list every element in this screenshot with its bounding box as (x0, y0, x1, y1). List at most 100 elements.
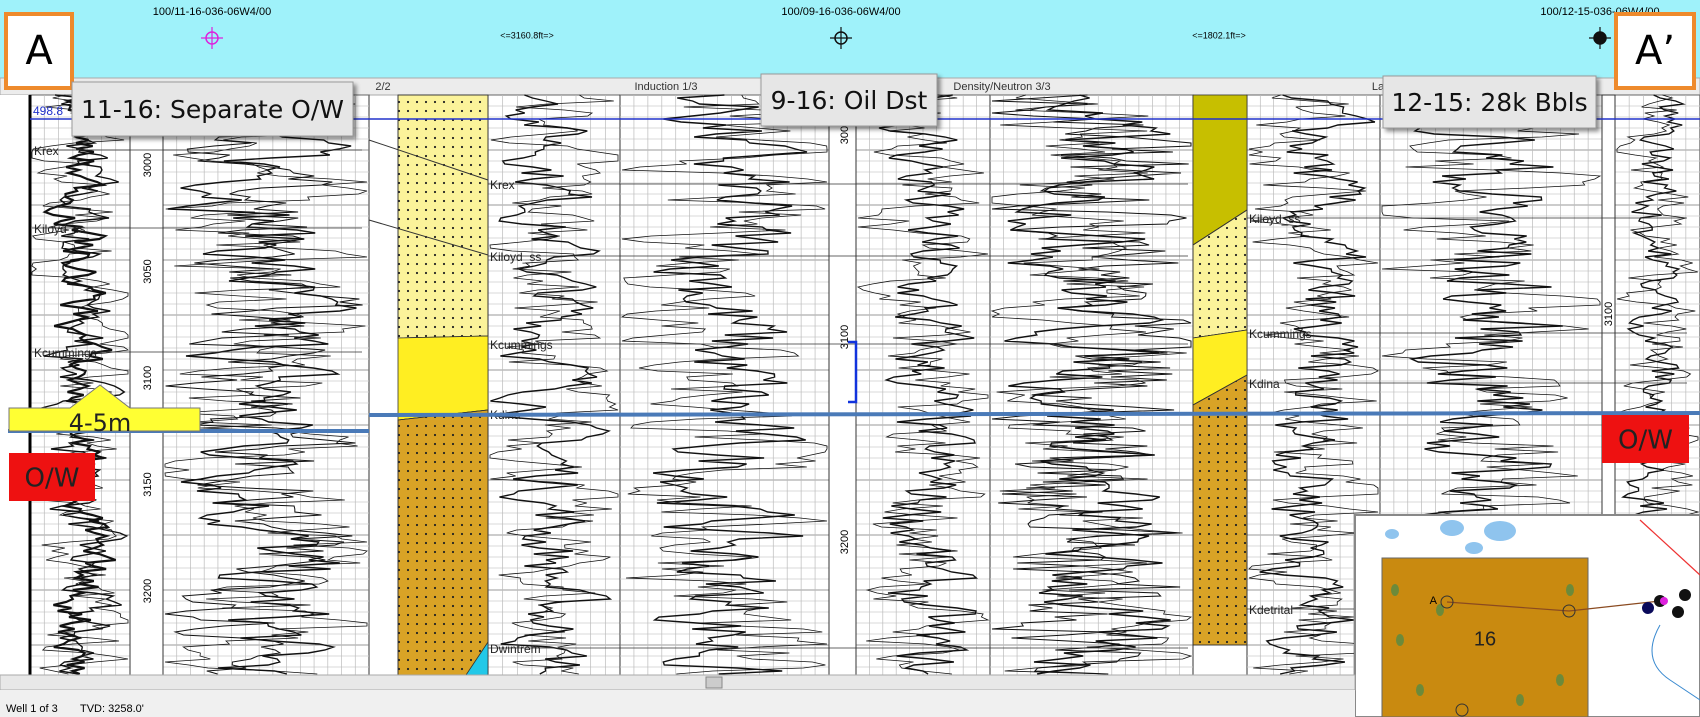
correlation-line (368, 139, 489, 181)
track-header: Induction 1/3 (635, 81, 698, 93)
litho-yellow (397, 335, 489, 421)
depth-track (828, 94, 857, 676)
map-lake (1385, 529, 1399, 539)
map-well (1672, 606, 1684, 618)
horizontal-scrollbar[interactable] (0, 674, 1356, 691)
well-symbol-cross (201, 27, 223, 49)
map-vegetation (1516, 694, 1524, 706)
depth-label: 3200 (142, 579, 154, 603)
map-lake (1465, 542, 1483, 554)
callout-box (71, 81, 354, 137)
depth-label: 3100 (142, 366, 154, 390)
log-curve (490, 94, 613, 675)
log-curve (991, 94, 1192, 675)
ow-box (9, 453, 95, 501)
track-header: 2/2 (375, 81, 390, 93)
depth-track (129, 94, 164, 676)
datum-label: 498.8 (33, 104, 63, 118)
correlation-line (368, 219, 489, 256)
section-end-box (1614, 12, 1696, 90)
well-uwi: 100/11-16-036-06W4/00 (153, 6, 271, 18)
ow-box (1602, 415, 1689, 463)
map-edge (1639, 519, 1700, 576)
depth-label: 3000 (142, 153, 154, 177)
litho-dots (397, 409, 489, 676)
status-bar (0, 690, 1355, 717)
litho-dots (1192, 374, 1248, 646)
log-track (162, 94, 370, 676)
well-header-band (0, 0, 1700, 80)
log-curve (164, 94, 368, 675)
track-header: Density/Neutron 3/3 (953, 81, 1050, 93)
log-curve (652, 94, 808, 675)
formation-top-label: Kiloyd_ss (490, 250, 541, 264)
depth-label: 3050 (142, 259, 154, 283)
dst-marker (848, 340, 858, 404)
map-lake (1440, 520, 1464, 536)
map-well (1642, 602, 1654, 614)
well-symbol-cross (830, 27, 852, 49)
log-curve (42, 94, 117, 676)
log-track (619, 94, 830, 676)
status-well: Well 1 of 3 (6, 703, 58, 715)
callout-text: 12-15: 28k Bbls (1391, 88, 1587, 117)
map-well (1679, 589, 1691, 601)
map-vegetation (1436, 604, 1444, 616)
offset-arrow (8, 384, 201, 432)
scroll-thumb[interactable] (705, 676, 723, 689)
log-curve (856, 94, 990, 675)
log-track (989, 94, 1194, 676)
track-header: La (1372, 81, 1385, 93)
map-well (1660, 597, 1668, 605)
log-curve (167, 94, 357, 675)
map-vegetation (1566, 584, 1574, 596)
map-vegetation (1416, 684, 1424, 696)
formation-top-label: Dwintrem (490, 642, 541, 656)
log-curve (620, 94, 828, 675)
formation-top-label: Kcummings (1249, 327, 1312, 341)
map-creek (1651, 624, 1700, 701)
well-uwi: 100/09-16-036-06W4/00 (781, 6, 900, 18)
map-well (1440, 595, 1454, 609)
callout-text: 11-16: Separate O/W (81, 95, 344, 124)
map-vegetation (1556, 674, 1564, 686)
map-well (1562, 604, 1576, 618)
map-vegetation (1391, 584, 1399, 596)
map-section-line (1446, 600, 1661, 612)
log-curve (31, 94, 130, 675)
formation-top-label: Kdina (1249, 377, 1280, 391)
overlays: 498.8 100/11-16-036-06W4/00 100/09-16-036-… (0, 6, 1700, 717)
depth-label: 3200 (839, 530, 851, 554)
formation-top-label: Kiloyd_ss (1249, 212, 1300, 226)
ow-contact (368, 411, 1700, 417)
depth-label: 3100 (839, 325, 851, 349)
offset-label: 4-5m (69, 409, 132, 437)
section-end-label: A (25, 28, 53, 74)
ow-label: O/W (25, 464, 80, 494)
log-curve (489, 94, 619, 675)
formation-top-label: Krex (34, 144, 59, 158)
map-point-label: A (1430, 595, 1438, 607)
formation-top-label: Krex (490, 178, 515, 192)
callout-text: 9-16: Oil Dst (771, 86, 928, 115)
well-spacing: <=1802.1ft=> (1192, 30, 1246, 40)
formation-top-label: Kcummings (34, 346, 97, 360)
map-well (1455, 703, 1469, 717)
map-lake (1484, 521, 1516, 541)
litho-dots (397, 94, 489, 339)
ow-label: O/W (1618, 426, 1673, 456)
section-end-box (4, 12, 74, 90)
well-symbol-cross (1589, 27, 1611, 49)
map-section-label: 16 (1474, 628, 1496, 650)
log-curve (1248, 94, 1379, 675)
callout-box (760, 73, 938, 127)
map-vegetation (1396, 634, 1404, 646)
formation-top-label: Kdetrital (1249, 603, 1293, 617)
depth-label: 3100 (1603, 302, 1615, 326)
status-tvd: TVD: 3258.0' (80, 703, 144, 715)
formation-top-label: Kcummings (490, 338, 553, 352)
callout-box (1382, 75, 1597, 129)
well-spacing: <=3160.8ft=> (500, 30, 554, 40)
